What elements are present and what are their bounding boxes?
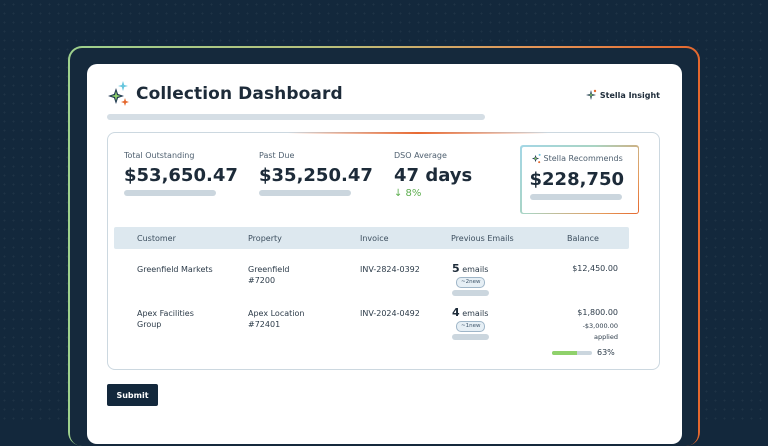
brand-logo: Stella Insight xyxy=(585,89,660,101)
applied-amount: -$3,000.00 xyxy=(582,322,618,330)
customer-cell: Greenfield Markets xyxy=(137,265,213,274)
page-title: Collection Dashboard xyxy=(136,84,343,104)
recommend-value: $228,750 xyxy=(529,168,625,190)
emails-cell: 4 emails xyxy=(452,306,489,319)
progress-bar xyxy=(552,351,592,355)
progress-label: 63% xyxy=(597,348,615,357)
stat-label: DSO Average xyxy=(394,151,447,160)
stella-recommends-card[interactable]: Stella Recommends $228,750 xyxy=(520,145,639,214)
recommend-label: Stella Recommends xyxy=(543,153,623,163)
col-property: Property xyxy=(248,234,282,243)
stat-dso-average: DSO Average 47 days ↓ 8% xyxy=(394,151,472,199)
balance-cell: $12,450.00 xyxy=(572,264,618,273)
property-cell: Apex Location #72401 xyxy=(248,309,305,329)
applied-label: applied xyxy=(594,333,618,341)
table-header: Customer Property Invoice Previous Email… xyxy=(114,227,629,249)
stat-value: 47 days xyxy=(394,165,473,186)
brand-name: Stella Insight xyxy=(599,90,660,100)
col-customer: Customer xyxy=(137,234,176,243)
submit-button[interactable]: Submit xyxy=(107,384,158,406)
sparkle-icon xyxy=(531,153,541,163)
stat-value: $53,650.47 xyxy=(124,165,238,186)
stat-label: Total Outstanding xyxy=(124,151,195,160)
balance-cell: $1,800.00 xyxy=(577,308,618,317)
customer-cell: Apex Facilities Group xyxy=(137,309,194,329)
invoice-cell: INV-2024-0492 xyxy=(360,309,420,318)
stella-mini-icon xyxy=(585,89,597,100)
stat-label: Past Due xyxy=(259,151,295,160)
stat-past-due: Past Due $35,250.47 xyxy=(259,151,373,196)
col-previous-emails: Previous Emails xyxy=(451,234,514,243)
col-balance: Balance xyxy=(567,234,599,243)
dashboard-card: Collection Dashboard Stella Insight Tota… xyxy=(87,64,682,444)
dso-delta: ↓ 8% xyxy=(394,188,422,199)
stat-value: $35,250.47 xyxy=(259,165,373,186)
new-badge: ~2new xyxy=(456,277,486,288)
invoice-cell: INV-2824-0392 xyxy=(360,265,420,274)
emails-cell: 5 emails xyxy=(452,262,489,275)
new-badge: ~1new xyxy=(456,321,486,332)
property-cell: Greenfield #7200 xyxy=(248,265,290,285)
col-invoice: Invoice xyxy=(360,234,389,243)
stella-sparkle-icon xyxy=(108,81,129,106)
subtitle-placeholder xyxy=(107,114,485,120)
summary-panel: Total Outstanding $53,650.47 Past Due $3… xyxy=(107,131,660,370)
stat-total-outstanding: Total Outstanding $53,650.47 xyxy=(124,151,238,196)
